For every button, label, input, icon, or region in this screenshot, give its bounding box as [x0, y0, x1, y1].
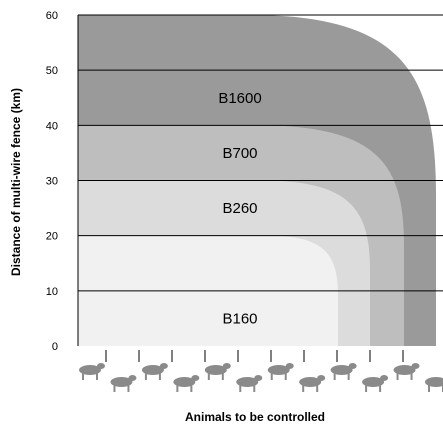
x-axis-title: Animals to be controlled [185, 410, 325, 424]
y-tick-label: 0 [52, 341, 58, 353]
jackal-icon [362, 375, 389, 392]
kangaroo-icon [393, 363, 420, 380]
tortoise-icon [299, 375, 326, 392]
elephant-icon [425, 377, 443, 392]
y-tick-label: 20 [46, 231, 58, 243]
band-label-b1600: B1600 [218, 90, 261, 107]
y-tick-label: 50 [46, 65, 58, 77]
band-label-b260: B260 [222, 200, 257, 217]
band-labels: B160 B260 B700 B1600 [218, 90, 261, 328]
rabbit-icon [267, 363, 294, 380]
band-label-b700: B700 [222, 145, 257, 162]
y-tick-label: 30 [46, 176, 58, 188]
y-tick-label: 40 [46, 120, 58, 132]
gridlines [77, 14, 443, 346]
pig-icon [173, 375, 200, 392]
cattle-icon [79, 363, 105, 380]
band-label-b160: B160 [222, 310, 257, 327]
goat-icon [236, 375, 263, 392]
horse-icon [110, 375, 137, 392]
x-axis-animal-icons [79, 350, 443, 392]
y-tick-label: 10 [46, 286, 58, 298]
y-tick-label: 60 [46, 10, 58, 22]
y-axis-title: Distance of multi-wire fence (km) [9, 88, 23, 276]
y-tick-labels: 0 10 20 30 40 50 60 [46, 10, 58, 353]
cattle-icon [141, 363, 168, 380]
sheep-icon [204, 363, 231, 380]
antelope-icon [330, 363, 357, 380]
